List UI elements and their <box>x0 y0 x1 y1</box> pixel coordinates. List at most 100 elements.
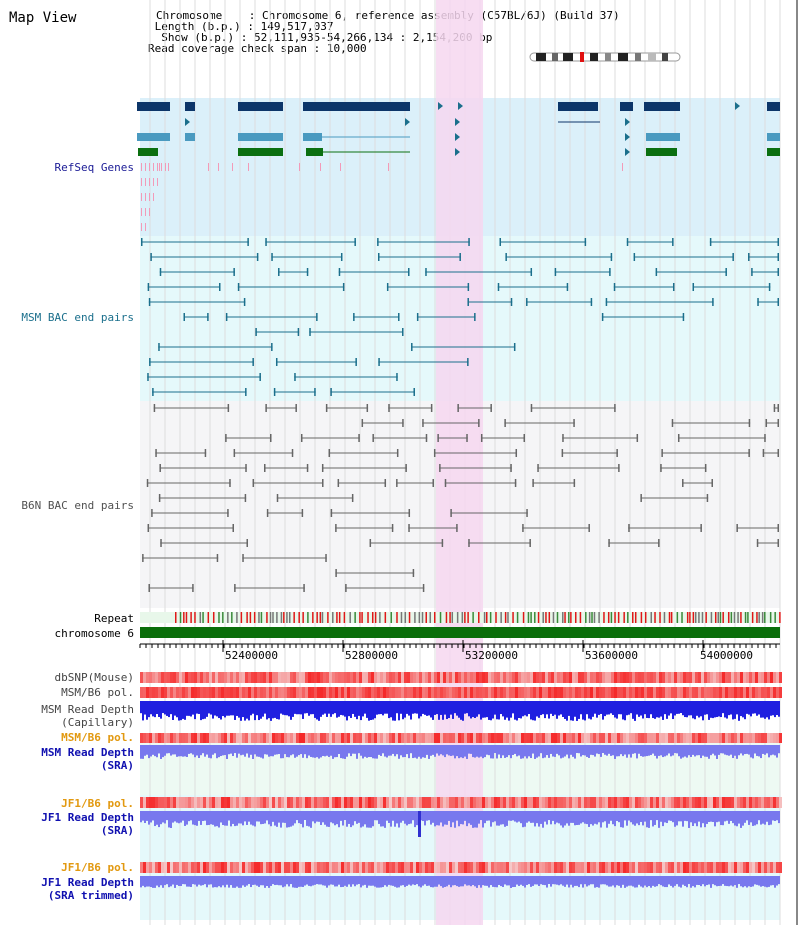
repeat-mark <box>240 612 243 623</box>
jf1-depth-sra-label-1[interactable]: JF1 Read Depth <box>41 811 134 824</box>
depth-bar <box>178 876 180 886</box>
heat-cell <box>773 733 776 743</box>
gene-block <box>185 133 195 141</box>
heat-cell <box>245 733 248 743</box>
msm-b6-pol-sra-label[interactable]: MSM/B6 pol. <box>61 731 134 744</box>
heat-cell <box>500 797 503 808</box>
heat-cell <box>527 733 530 743</box>
refseq-genes-label[interactable]: RefSeq Genes <box>54 161 134 174</box>
depth-bar <box>638 811 640 826</box>
depth-bar <box>762 701 764 718</box>
refseq-gene-glyphs <box>137 102 780 231</box>
depth-bar <box>346 811 348 827</box>
depth-bar <box>260 745 262 758</box>
depth-bar <box>144 701 146 715</box>
heat-cell <box>281 733 284 743</box>
heat-cell <box>377 687 380 698</box>
heat-cell <box>629 733 632 743</box>
depth-bar <box>172 876 174 885</box>
repeat-mark <box>445 612 448 623</box>
heat-cell <box>779 862 782 873</box>
heat-cell <box>590 733 593 743</box>
depth-bar <box>354 745 356 754</box>
heat-cell <box>539 672 542 683</box>
position-axis <box>139 640 780 652</box>
depth-bar <box>178 745 180 757</box>
b6n-bac-label[interactable]: B6N BAC end pairs <box>21 499 134 512</box>
heat-cell <box>719 672 722 683</box>
depth-bar <box>274 811 276 826</box>
heat-cell <box>539 733 542 743</box>
jf1-depth-trimmed-label-1[interactable]: JF1 Read Depth <box>41 876 134 889</box>
heat-cell <box>242 687 245 698</box>
depth-bar <box>288 701 290 717</box>
heat-cell <box>449 862 452 873</box>
gene-tick <box>208 163 209 171</box>
heat-cell <box>332 733 335 743</box>
repeat-mark <box>574 612 577 623</box>
depth-bar <box>436 745 438 754</box>
bac-end <box>633 253 636 261</box>
heat-cell <box>299 672 302 683</box>
depth-bar <box>336 745 338 758</box>
depth-bar <box>452 876 454 886</box>
dbsnp-label[interactable]: dbSNP(Mouse) <box>54 671 134 684</box>
msm-depth-capillary-label-1[interactable]: MSM Read Depth <box>41 703 134 716</box>
depth-bar <box>516 876 518 885</box>
depth-bar <box>266 701 268 720</box>
repeat-mark <box>374 612 377 623</box>
repeat-mark <box>485 612 488 623</box>
depth-bar <box>184 876 186 885</box>
depth-bar <box>154 811 156 827</box>
map-view-title: Map View <box>9 10 77 26</box>
msm-b6-pol-label[interactable]: MSM/B6 pol. <box>61 686 134 699</box>
repeat-mark <box>779 612 781 623</box>
depth-bar <box>212 876 214 888</box>
heat-cell <box>644 797 647 808</box>
depth-bar <box>454 701 456 714</box>
heat-cell <box>587 687 590 698</box>
jf1-b6-pol-label[interactable]: JF1/B6 pol. <box>61 797 134 810</box>
heat-cell <box>392 797 395 808</box>
depth-bar <box>364 811 366 825</box>
msm-depth-sra-label-1[interactable]: MSM Read Depth <box>41 746 134 759</box>
depth-bar <box>558 701 560 716</box>
heat-cell <box>560 733 563 743</box>
heat-cell <box>194 862 197 873</box>
heat-cell <box>236 733 239 743</box>
heat-cell <box>557 797 560 808</box>
jf1-b6-pol-trimmed-label[interactable]: JF1/B6 pol. <box>61 861 134 874</box>
depth-bar <box>206 876 208 888</box>
depth-bar <box>268 876 270 888</box>
heat-cell <box>464 862 467 873</box>
heat-cell <box>140 687 143 698</box>
heat-cell <box>773 797 776 808</box>
heat-cell <box>467 862 470 873</box>
depth-bar <box>606 745 608 756</box>
heat-cell <box>158 672 161 683</box>
depth-bar <box>770 701 772 716</box>
heat-cell <box>254 733 257 743</box>
bac-end <box>264 464 266 472</box>
depth-bar <box>660 701 662 717</box>
heat-cell <box>287 672 290 683</box>
repeat-mark <box>632 612 634 623</box>
depth-bar <box>444 701 446 715</box>
bac-end <box>396 479 398 487</box>
depth-bar <box>304 811 306 821</box>
depth-bar <box>238 701 240 718</box>
highlight-region[interactable] <box>436 0 483 925</box>
depth-bar <box>634 876 636 888</box>
depth-bar <box>576 876 578 886</box>
heat-cell <box>404 672 407 683</box>
msm-bac-label[interactable]: MSM BAC end pairs <box>21 311 134 324</box>
heat-cell <box>557 687 560 698</box>
heat-cell <box>374 687 377 698</box>
bac-end <box>566 283 569 291</box>
heat-cell <box>506 797 509 808</box>
gene-block <box>646 148 677 156</box>
depth-bar <box>186 745 188 757</box>
heat-cell <box>569 797 572 808</box>
heat-cell <box>554 687 557 698</box>
heat-cell <box>725 797 728 808</box>
